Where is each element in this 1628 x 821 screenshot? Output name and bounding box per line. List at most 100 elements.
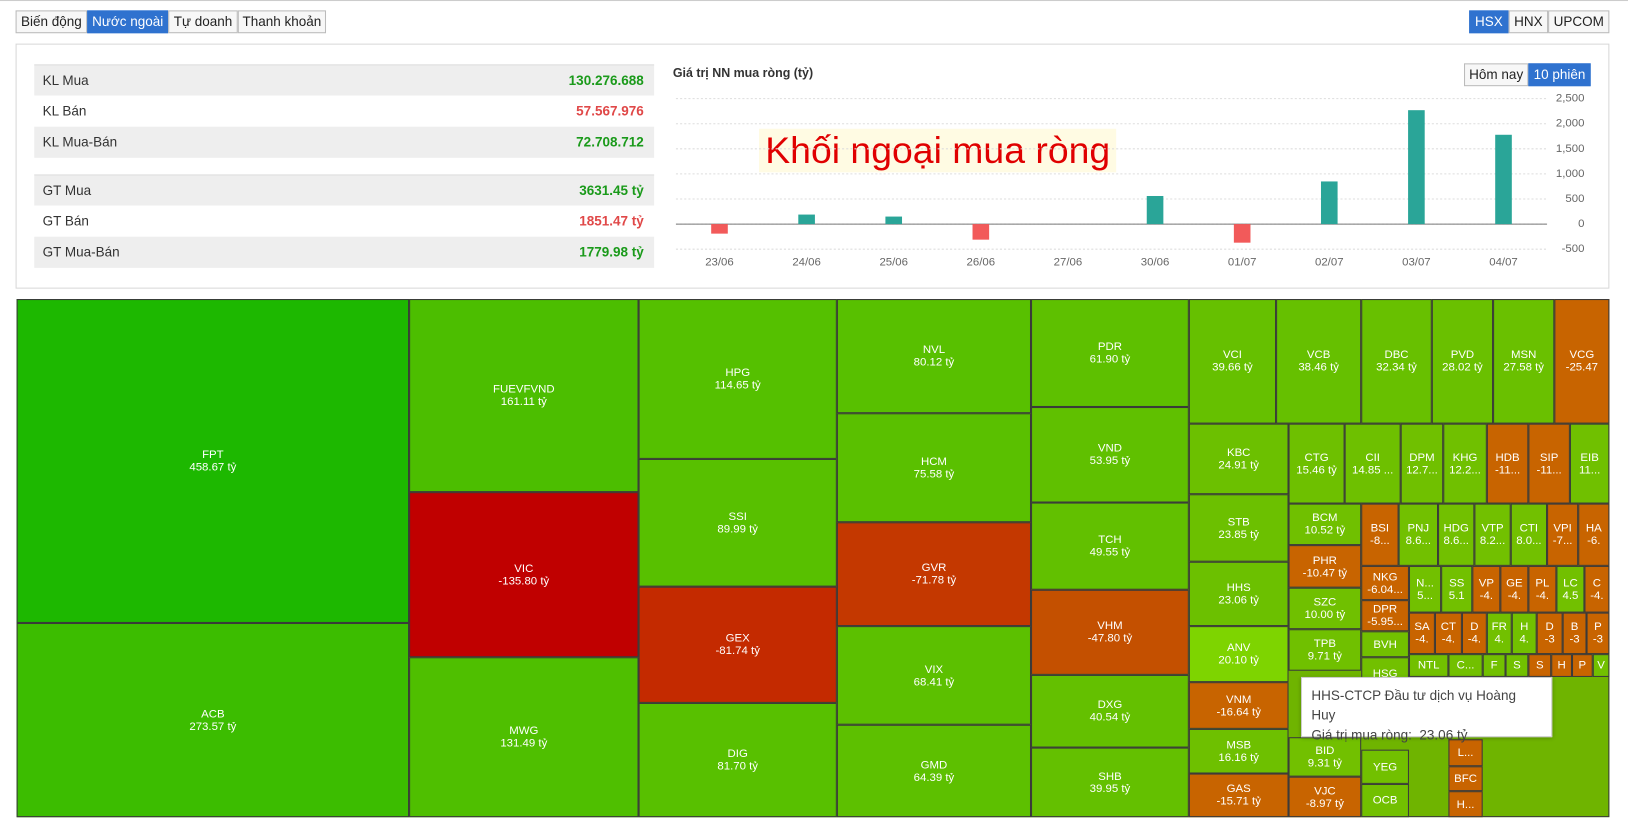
treemap-tile[interactable]: SS 5.1 bbox=[1441, 565, 1473, 613]
treemap-tile[interactable]: BCM 10.52 tỷ bbox=[1288, 503, 1362, 546]
treemap-tile[interactable]: OCB bbox=[1361, 783, 1409, 818]
treemap-tile[interactable]: TCH 49.55 tỷ bbox=[1031, 502, 1189, 590]
treemap-tile[interactable]: MWG 131.49 tỷ bbox=[409, 657, 639, 818]
treemap-tile[interactable]: D -4. bbox=[1461, 612, 1487, 655]
treemap-tile[interactable]: NKG -6.04... bbox=[1361, 565, 1409, 601]
tab[interactable]: Nước ngoài bbox=[87, 10, 169, 34]
treemap-tile[interactable]: V bbox=[1592, 654, 1610, 677]
treemap-tile[interactable]: NTL bbox=[1408, 654, 1449, 677]
tile-code: DXG bbox=[1097, 698, 1123, 712]
treemap-tile[interactable]: STB 23.85 tỷ bbox=[1188, 494, 1289, 562]
treemap-tile[interactable]: GAS -15.71 tỷ bbox=[1188, 773, 1289, 818]
treemap-tile[interactable]: H 4. bbox=[1511, 612, 1537, 655]
treemap-tile[interactable]: H... bbox=[1448, 791, 1483, 818]
treemap-tile[interactable]: NVL 80.12 tỷ bbox=[836, 299, 1032, 414]
treemap-tile[interactable]: GMD 64.39 tỷ bbox=[836, 724, 1032, 818]
treemap-tile[interactable]: S bbox=[1528, 654, 1552, 677]
tab[interactable]: Tự doanh bbox=[168, 10, 238, 34]
treemap-tile[interactable]: VPI -7... bbox=[1547, 503, 1579, 566]
tile-value: 75.58 tỷ bbox=[913, 467, 955, 481]
treemap-tile[interactable]: D -3 bbox=[1536, 612, 1563, 655]
treemap-tile[interactable]: HA -6. bbox=[1578, 503, 1610, 566]
treemap-tile[interactable]: P -3 bbox=[1586, 612, 1610, 655]
treemap-tile[interactable]: DXG 40.54 tỷ bbox=[1031, 674, 1189, 748]
tile-code: TPB bbox=[1313, 637, 1336, 650]
treemap-tile[interactable]: HCM 75.58 tỷ bbox=[836, 413, 1032, 523]
treemap-tile[interactable]: F bbox=[1482, 654, 1506, 677]
range-button[interactable]: Hôm nay bbox=[1464, 63, 1529, 87]
treemap-tile[interactable]: CII 14.85 ... bbox=[1344, 423, 1401, 504]
treemap-tile[interactable]: C... bbox=[1448, 654, 1483, 677]
treemap-tile[interactable]: FPT 458.67 tỷ bbox=[16, 299, 410, 623]
treemap-tile[interactable]: FR 4. bbox=[1486, 612, 1512, 655]
treemap-tile[interactable]: DPM 12.7... bbox=[1400, 423, 1444, 504]
treemap-tile[interactable]: BVH bbox=[1361, 631, 1409, 658]
treemap-tile[interactable]: VIC -135.80 tỷ bbox=[409, 492, 639, 658]
stat-value: 3631.45 tỷ bbox=[579, 182, 644, 199]
treemap-tile[interactable]: PVD 28.02 tỷ bbox=[1431, 299, 1494, 424]
treemap-tile[interactable]: GE -4. bbox=[1500, 565, 1529, 613]
treemap-tile[interactable]: HDG 8.6... bbox=[1438, 503, 1475, 566]
treemap-tile[interactable]: VIX 68.41 tỷ bbox=[836, 626, 1032, 725]
treemap-tile[interactable]: VTP 8.2... bbox=[1474, 503, 1511, 566]
treemap-tile[interactable]: SSI 89.99 tỷ bbox=[638, 458, 837, 587]
treemap-tile[interactable]: EIB 11... bbox=[1569, 423, 1610, 504]
treemap-tile[interactable]: VCG -25.47 bbox=[1554, 299, 1610, 424]
treemap-tile[interactable]: BID 9.31 tỷ bbox=[1288, 737, 1362, 777]
tile-value: 20.10 tỷ bbox=[1218, 654, 1260, 667]
range-button[interactable]: 10 phiên bbox=[1528, 63, 1591, 87]
tab[interactable]: Thanh khoản bbox=[237, 10, 327, 34]
treemap-tile[interactable]: ANV 20.10 tỷ bbox=[1188, 626, 1289, 683]
treemap-tile[interactable]: H bbox=[1551, 654, 1572, 677]
treemap-tile[interactable]: VND 53.95 tỷ bbox=[1031, 407, 1189, 503]
treemap-tile[interactable]: CT -4. bbox=[1434, 612, 1462, 655]
tab[interactable]: Biến động bbox=[15, 10, 88, 34]
treemap-tile[interactable]: FUEVFVND 161.11 tỷ bbox=[409, 299, 639, 493]
treemap-tile[interactable]: ACB 273.57 tỷ bbox=[16, 622, 410, 818]
treemap-tile[interactable]: PDR 61.90 tỷ bbox=[1031, 299, 1189, 408]
exchange-tab[interactable]: HSX bbox=[1469, 10, 1509, 34]
treemap-tile[interactable]: VNM -16.64 tỷ bbox=[1188, 682, 1289, 729]
treemap-tile[interactable]: VP -4. bbox=[1472, 565, 1501, 613]
treemap-tile[interactable]: SIP -11... bbox=[1528, 423, 1570, 504]
treemap-tile[interactable]: L... bbox=[1448, 739, 1483, 767]
treemap-tile[interactable]: YEG bbox=[1361, 749, 1409, 784]
treemap-tile[interactable]: HDB -11... bbox=[1486, 423, 1529, 504]
treemap-tile[interactable]: PNJ 8.6... bbox=[1398, 503, 1439, 566]
treemap-tile[interactable]: LC 4.5 bbox=[1556, 565, 1585, 613]
treemap-tile[interactable]: S bbox=[1505, 654, 1529, 677]
treemap-tile[interactable]: VCI 39.66 tỷ bbox=[1188, 299, 1277, 424]
treemap-tile[interactable]: DIG 81.70 tỷ bbox=[638, 702, 837, 818]
exchange-tab[interactable]: UPCOM bbox=[1548, 10, 1610, 34]
exchange-tab[interactable]: HNX bbox=[1508, 10, 1549, 34]
treemap-tile[interactable]: KHG 12.2... bbox=[1443, 423, 1487, 504]
treemap-tile[interactable]: VCB 38.46 tỷ bbox=[1276, 299, 1362, 424]
treemap-tile[interactable]: MSN 27.58 tỷ bbox=[1493, 299, 1555, 424]
treemap-tile[interactable]: GEX -81.74 tỷ bbox=[638, 586, 837, 703]
treemap-tile[interactable]: PL -4. bbox=[1528, 565, 1557, 613]
tile-value: -5.95... bbox=[1367, 615, 1403, 629]
treemap-tile[interactable]: GVR -71.78 tỷ bbox=[836, 522, 1032, 627]
treemap-tile[interactable]: CTG 15.46 tỷ bbox=[1288, 423, 1345, 504]
treemap-tile[interactable]: SHB 39.95 tỷ bbox=[1031, 747, 1189, 818]
treemap-tile[interactable]: HPG 114.65 tỷ bbox=[638, 299, 837, 459]
treemap-tile[interactable]: KBC 24.91 tỷ bbox=[1188, 423, 1289, 495]
treemap-tile[interactable]: HHS 23.06 tỷ bbox=[1188, 561, 1289, 627]
y-tick-label: -500 bbox=[1562, 243, 1585, 255]
treemap-tile[interactable]: PHR -10.47 tỷ bbox=[1288, 545, 1362, 588]
treemap-tile[interactable]: DPR -5.95... bbox=[1361, 600, 1409, 632]
treemap-tile[interactable]: C -4. bbox=[1584, 565, 1610, 613]
treemap-tile[interactable]: CTI 8.0... bbox=[1510, 503, 1548, 566]
treemap-tile[interactable]: TPB 9.71 tỷ bbox=[1288, 629, 1362, 671]
treemap-tile[interactable]: P bbox=[1571, 654, 1593, 677]
treemap-tile[interactable]: DBC 32.34 tỷ bbox=[1361, 299, 1432, 424]
treemap-tile[interactable]: VHM -47.80 tỷ bbox=[1031, 589, 1189, 675]
treemap-tile[interactable]: BFC bbox=[1448, 766, 1483, 792]
treemap-tile[interactable]: N... 5... bbox=[1408, 565, 1442, 613]
treemap-tile[interactable]: B -3 bbox=[1562, 612, 1587, 655]
treemap-tile[interactable]: SA -4. bbox=[1408, 612, 1435, 655]
treemap-tile[interactable]: SZC 10.00 tỷ bbox=[1288, 587, 1362, 630]
treemap-tile[interactable]: VJC -8.97 tỷ bbox=[1288, 776, 1362, 818]
treemap-tile[interactable]: MSB 16.16 tỷ bbox=[1188, 728, 1289, 774]
treemap-tile[interactable]: BSI -8... bbox=[1361, 503, 1399, 566]
